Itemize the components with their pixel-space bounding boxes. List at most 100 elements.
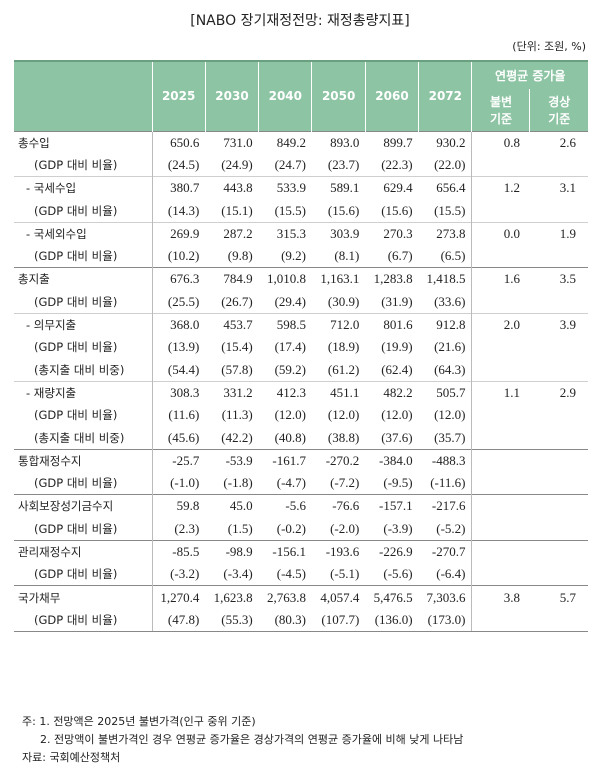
table-row: (GDP 대비 비율) (47.8) (55.3) (80.3) (107.7) (136… <box>14 608 588 633</box>
growth-cell <box>530 426 588 449</box>
growth-cell <box>471 539 530 564</box>
value-cell: (-0.2) <box>276 520 306 536</box>
table-row: (GDP 대비 비율) (2.3) (1.5) (-0.2) (-2.0) (-3.9) (… <box>14 517 588 541</box>
value-cell: (-3.9) <box>383 520 413 536</box>
growth-cell <box>471 290 530 314</box>
value-cell: 784.9 <box>205 267 259 291</box>
table-row: 총수입 650.6 731.0 849.2 893.0 899.7 930.2 0.8 2.6 <box>14 130 588 154</box>
growth-cell <box>471 563 530 586</box>
row-label: (GDP 대비 비율) <box>14 199 153 223</box>
value-cell: -488.3 <box>418 448 472 472</box>
value-cell: 930.2 <box>418 130 472 154</box>
table-row: (총지출 대비 비중) (54.4) (57.8) (59.2) (61.2) (62.4… <box>14 358 588 382</box>
value-cell: 650.6 <box>152 130 206 154</box>
value-cell: 505.7 <box>418 380 472 405</box>
value-cell: (11.3) <box>221 407 253 423</box>
row-label: 관리재정수지 <box>14 539 153 564</box>
value-cell: (26.7) <box>221 293 253 309</box>
fiscal-table: 2025 2030 2040 2050 2060 2072 연평균 증가율 불변 기준 경상 기… <box>14 60 588 633</box>
value-cell: 303.9 <box>311 221 366 245</box>
table-row: 관리재정수지 -85.5 -98.9 -156.1 -193.6 -226.9 -270.7 <box>14 539 588 564</box>
value-cell: (-3.4) <box>223 566 253 582</box>
table-row: (GDP 대비 비율) (-1.0) (-1.8) (-4.7) (-7.2) (-9.5… <box>14 471 588 495</box>
value-cell: 380.7 <box>152 176 206 200</box>
table-header: 2025 2030 2040 2050 2060 2072 연평균 증가율 불변 기준 경상 기… <box>14 60 588 131</box>
header-cell <box>14 60 152 131</box>
value-cell: 287.2 <box>205 221 259 245</box>
value-cell: (12.0) <box>381 407 413 423</box>
value-cell: (-9.5) <box>383 475 413 491</box>
table-row: 국가채무 1,270.4 1,623.8 2,763.8 4,057.4 5,476.5 7… <box>14 585 588 609</box>
value-cell: (24.9) <box>221 156 253 172</box>
value-cell: (173.0) <box>418 608 472 633</box>
year-header: 2060 <box>364 60 419 131</box>
row-label: (GDP 대비 비율) <box>14 244 153 268</box>
value-cell: 598.5 <box>258 312 312 337</box>
table-row: (GDP 대비 비율) (14.3) (15.1) (15.5) (15.6) (15.6… <box>14 199 588 223</box>
value-cell: -193.6 <box>311 539 366 564</box>
growth-cell <box>471 517 530 541</box>
growth-sub-header: 경상 기준 <box>529 89 588 131</box>
value-cell: (2.3) <box>174 520 200 536</box>
growth-cell: 1.9 <box>529 221 588 245</box>
value-cell: 443.8 <box>205 176 259 200</box>
growth-cell: 0.0 <box>471 221 530 245</box>
growth-cell: 1.6 <box>471 267 530 291</box>
value-cell: 273.8 <box>418 221 472 245</box>
growth-cell <box>471 448 530 472</box>
growth-cell <box>471 244 530 268</box>
row-label: (GDP 대비 비율) <box>14 471 153 495</box>
value-cell: (12.0) <box>434 407 466 423</box>
row-label: (총지출 대비 비중) <box>14 358 153 382</box>
value-cell: (-2.0) <box>330 520 360 536</box>
value-cell: (9.2) <box>281 248 306 264</box>
growth-cell: 3.9 <box>529 312 588 337</box>
growth-cell <box>471 153 530 177</box>
value-cell: (-7.2) <box>330 475 360 491</box>
value-cell: (-11.6) <box>430 475 466 491</box>
value-cell: 45.0 <box>205 494 259 518</box>
value-cell: (62.4) <box>381 361 413 377</box>
value-cell: (18.9) <box>327 339 360 355</box>
value-cell: (-4.7) <box>276 475 306 491</box>
value-cell: -53.9 <box>205 448 259 472</box>
value-cell: 2,763.8 <box>258 585 312 609</box>
year-header: 2072 <box>418 60 472 131</box>
growth-sub-header: 불변 기준 <box>471 89 530 131</box>
year-header: 2025 <box>151 60 206 131</box>
value-cell: 589.1 <box>311 176 366 200</box>
value-cell: (57.8) <box>221 361 253 377</box>
value-cell: -270.2 <box>311 448 366 472</box>
value-cell: (61.2) <box>327 361 360 377</box>
value-cell: 308.3 <box>152 380 206 405</box>
value-cell: 1,418.5 <box>418 267 472 291</box>
year-header: 2040 <box>258 60 312 131</box>
value-cell: (11.6) <box>168 407 200 423</box>
value-cell: -156.1 <box>258 539 312 564</box>
value-cell: 629.4 <box>365 176 419 200</box>
growth-cell: 2.6 <box>529 130 588 154</box>
value-cell: -270.7 <box>418 539 472 564</box>
value-cell: -76.6 <box>311 494 366 518</box>
growth-cell: 3.8 <box>471 585 530 609</box>
growth-cell <box>530 245 588 268</box>
value-cell: (15.1) <box>221 202 253 218</box>
row-label: (GDP 대비 비율) <box>14 404 153 427</box>
unit: (단위: 조원, %) <box>512 40 586 53</box>
value-cell: 656.4 <box>418 176 472 200</box>
value-cell: 331.2 <box>205 380 259 405</box>
row-label: 사회보장성기금수지 <box>14 494 153 518</box>
value-cell: -98.9 <box>205 539 259 564</box>
growth-cell <box>530 336 588 358</box>
value-cell: 270.3 <box>365 221 419 245</box>
value-cell: (19.9) <box>381 339 413 355</box>
value-cell: (1.5) <box>227 520 253 536</box>
growth-cell <box>471 336 530 359</box>
growth-header: 연평균 증가율 <box>471 60 588 89</box>
value-cell: (107.7) <box>311 608 366 633</box>
value-cell: (-3.2) <box>170 566 200 582</box>
table-row: (GDP 대비 비율) (13.9) (15.4) (17.4) (18.9) (19.9… <box>14 336 588 359</box>
growth-cell: 5.7 <box>529 585 588 609</box>
growth-cell <box>530 291 588 314</box>
